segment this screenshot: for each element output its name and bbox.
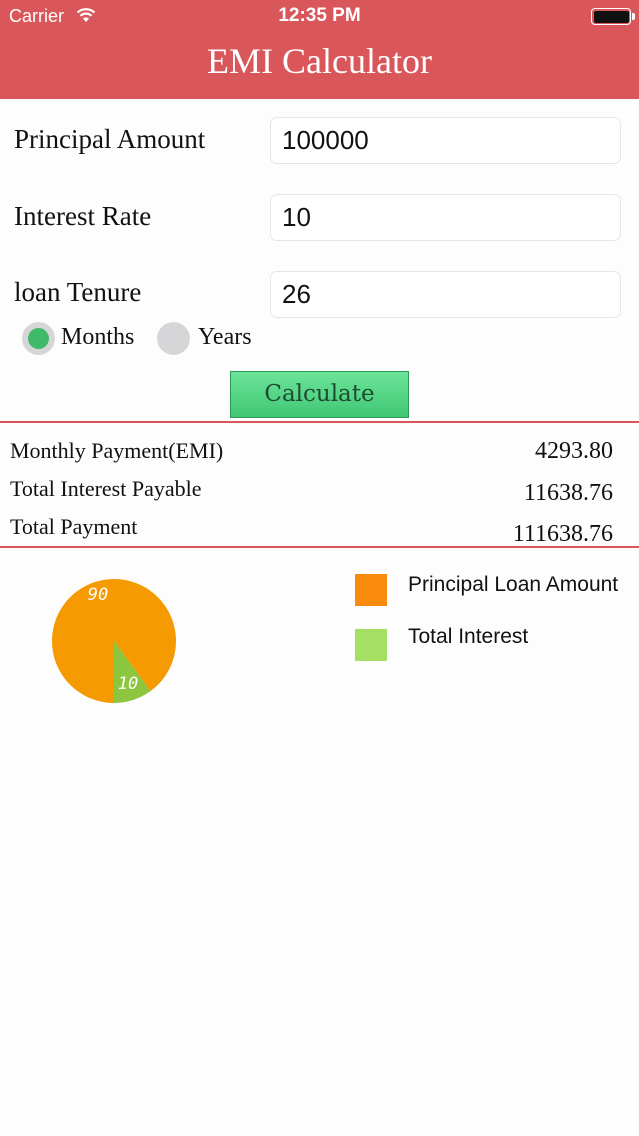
calculate-button[interactable]: Calculate bbox=[230, 371, 409, 418]
wifi-icon bbox=[76, 8, 96, 22]
divider-top bbox=[0, 421, 639, 423]
loan-tenure-input[interactable]: 26 bbox=[270, 271, 621, 318]
divider-bottom bbox=[0, 546, 639, 548]
interest-legend-label: Total Interest bbox=[408, 625, 529, 648]
page-title: EMI Calculator bbox=[207, 41, 432, 81]
emi-value: 4293.80 bbox=[535, 438, 613, 464]
principal-label: Principal Amount bbox=[14, 124, 206, 154]
carrier-label: Carrier bbox=[9, 6, 65, 26]
interest-slice bbox=[114, 641, 151, 703]
emi-label: Monthly Payment(EMI) bbox=[10, 438, 224, 463]
nav-bar: EMI Calculator bbox=[0, 32, 639, 99]
principal-slice bbox=[51, 579, 176, 703]
total-interest-value: 11638.76 bbox=[523, 480, 613, 506]
interest-slice-label: 10 bbox=[118, 674, 138, 694]
principal-input[interactable]: 100000 bbox=[270, 117, 621, 164]
loan-tenure-label: loan Tenure bbox=[14, 277, 142, 307]
total-payment-label: Total Payment bbox=[10, 514, 138, 539]
years-radio[interactable] bbox=[157, 322, 190, 355]
total-payment-value: 111638.76 bbox=[512, 521, 613, 547]
radio-selected-dot bbox=[28, 328, 49, 349]
months-radio-label[interactable]: Months bbox=[61, 324, 135, 350]
principal-slice-label: 90 bbox=[88, 585, 108, 605]
principal-legend-swatch bbox=[355, 574, 387, 606]
loan-pie-chart: 90 10 bbox=[51, 579, 176, 703]
interest-rate-label: Interest Rate bbox=[14, 201, 152, 231]
battery-icon bbox=[591, 8, 635, 25]
months-radio[interactable] bbox=[22, 322, 55, 355]
principal-legend-label: Principal Loan Amount bbox=[408, 573, 619, 596]
total-interest-label: Total Interest Payable bbox=[10, 476, 202, 501]
clock: 12:35 PM bbox=[278, 5, 361, 26]
years-radio-label[interactable]: Years bbox=[198, 324, 252, 350]
status-bar: Carrier 12:35 PM bbox=[0, 0, 639, 32]
interest-rate-input[interactable]: 10 bbox=[270, 194, 621, 241]
interest-legend-swatch bbox=[355, 629, 387, 661]
